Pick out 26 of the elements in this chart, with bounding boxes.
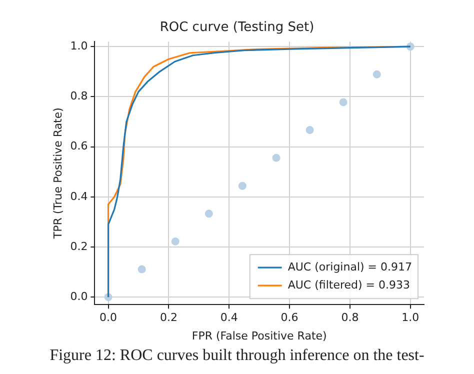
- point: [339, 98, 348, 106]
- point: [306, 126, 314, 134]
- point: [238, 182, 246, 190]
- point: [171, 237, 180, 246]
- point: [204, 210, 213, 218]
- x-tick-label: 0.6: [280, 311, 298, 324]
- legend-label: AUC (filtered) = 0.933: [288, 278, 410, 292]
- y-tick-label: 1.0: [70, 39, 88, 52]
- point: [272, 154, 280, 162]
- caption: Figure 12: ROC curves built through inference on the test-: [48, 347, 426, 365]
- y-tick-label: 0.6: [70, 140, 88, 153]
- point: [138, 265, 146, 274]
- x-tick-label: 0.8: [341, 311, 359, 324]
- x-tick-label: 0.0: [100, 311, 118, 324]
- y-tick-label: 0.4: [70, 190, 88, 203]
- point: [372, 70, 381, 78]
- chart-title: ROC curve (Testing Set): [160, 20, 314, 36]
- x-tick-label: 0.2: [160, 311, 178, 324]
- y-tick-label: 0.8: [70, 90, 88, 103]
- legend-label: AUC (original) = 0.917: [288, 260, 412, 274]
- x-axis-title: FPR (False Positive Rate): [192, 329, 327, 342]
- x-tick-label: 1.0: [402, 311, 420, 324]
- y-tick-label: 0.2: [70, 240, 88, 253]
- x-tick-label: 0.4: [220, 311, 238, 324]
- y-axis-title: TPR (True Positive Rate): [51, 108, 64, 240]
- y-tick-label: 0.0: [70, 290, 88, 303]
